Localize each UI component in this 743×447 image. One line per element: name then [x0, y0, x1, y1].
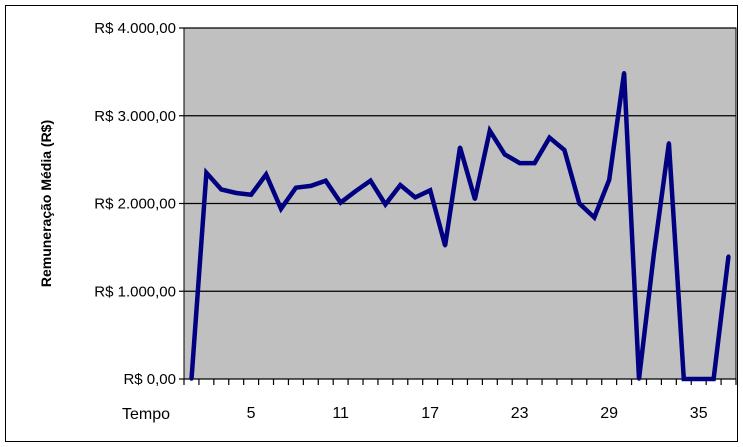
data-point [592, 215, 597, 220]
data-point [637, 377, 641, 381]
data-point [413, 195, 418, 200]
y-tick-label: R$ 4.000,00 [94, 20, 176, 37]
data-point [577, 201, 582, 206]
data-point [652, 251, 656, 256]
data-point [502, 152, 507, 157]
data-point [488, 128, 492, 133]
data-point [294, 185, 298, 190]
data-point [204, 170, 209, 175]
y-tick-label: R$ 3.000,00 [94, 108, 176, 125]
x-tick-label: 23 [511, 405, 529, 422]
data-point [547, 135, 552, 140]
data-point [249, 192, 253, 197]
data-point [443, 243, 447, 248]
y-tick-label: R$ 2.000,00 [94, 196, 176, 213]
data-point [383, 202, 388, 207]
x-tick-label: 29 [600, 405, 618, 422]
data-point [323, 178, 328, 183]
x-tick-label: 11 [332, 405, 349, 422]
data-point [473, 197, 477, 201]
data-point [711, 377, 716, 381]
x-tick-label: 5 [247, 405, 256, 422]
data-point [353, 189, 358, 194]
data-point [681, 377, 686, 381]
data-point [189, 377, 194, 381]
data-point [398, 183, 403, 187]
data-point [696, 377, 701, 381]
data-point [338, 200, 343, 205]
data-point [667, 141, 671, 145]
data-point [726, 254, 731, 258]
y-tick-label: R$ 1.000,00 [94, 283, 176, 300]
data-point [607, 178, 611, 182]
y-axis-label: Remuneração Média (R$) [38, 120, 54, 287]
data-point [532, 161, 537, 165]
data-point [279, 206, 283, 211]
data-point [428, 188, 432, 193]
x-tick-label: 35 [690, 405, 708, 422]
data-point [622, 70, 626, 75]
data-point [234, 191, 239, 195]
data-point [368, 178, 373, 183]
data-point [458, 145, 462, 150]
data-point [219, 187, 224, 192]
y-tick-label: R$ 0,00 [123, 371, 176, 388]
x-tick-label: 17 [421, 405, 439, 422]
data-point [309, 184, 313, 188]
data-point [562, 148, 567, 152]
data-point [264, 172, 268, 177]
data-point [517, 161, 522, 165]
x-axis-label: Tempo [122, 406, 170, 423]
